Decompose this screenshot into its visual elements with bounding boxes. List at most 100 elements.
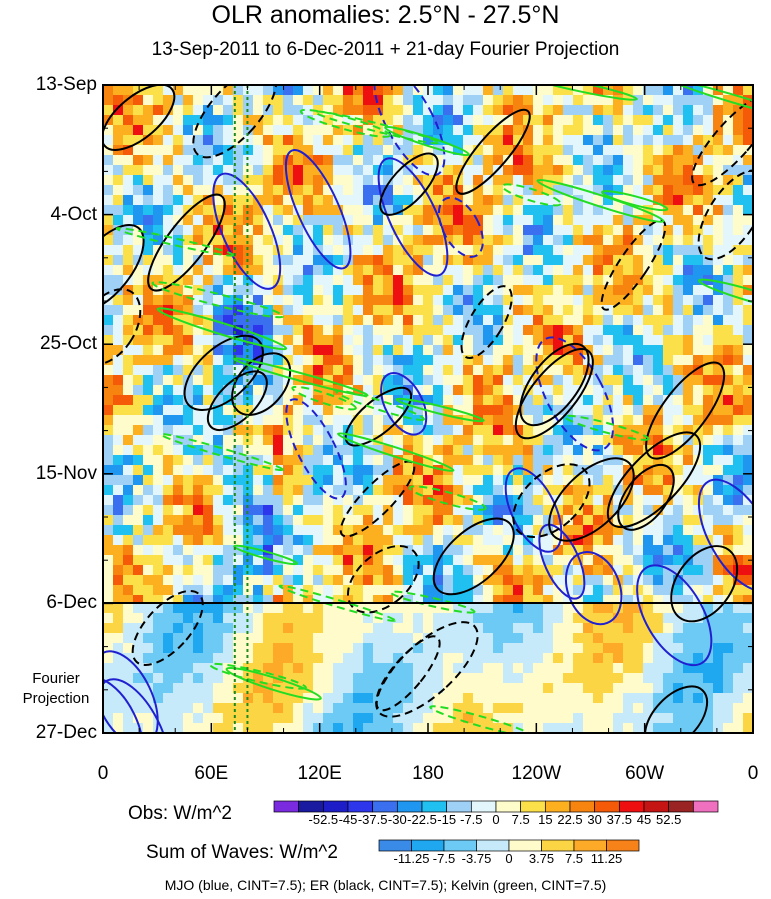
obs-cell [543,575,554,586]
obs-cell [243,565,254,576]
obs-cell [453,305,464,316]
obs-cell [553,455,564,466]
er-contour [375,635,441,712]
obs-cell [213,495,224,506]
projection-cell [273,663,284,674]
obs-cell [203,165,214,176]
obs-cell [213,305,224,316]
obs-cell [263,405,274,416]
obs-cell [423,595,434,603]
obs-cell [413,145,424,156]
obs-cell [233,105,244,116]
projection-cell [373,693,384,704]
projection-cell [103,703,114,714]
obs-cell [413,475,424,486]
projection-cell [593,673,604,684]
obs-cell [393,175,404,186]
obs-cell [533,235,544,246]
projection-cell [533,603,544,614]
obs-cell [203,585,214,596]
obs-cell [503,155,514,166]
obs-cell [613,555,624,566]
obs-cell [303,575,314,586]
projection-cell [373,673,384,684]
obs-cell [543,365,554,376]
obs-cell [253,475,264,486]
obs-cell [223,305,234,316]
obs-cell [193,115,204,126]
obs-cell [533,145,544,156]
obs-cell [113,295,124,306]
obs-cell [703,155,714,166]
obs-cell [693,395,704,406]
obs-cell [673,165,684,176]
projection-cell [543,693,554,704]
obs-cell [133,405,144,416]
obs-cell [533,335,544,346]
obs-cell [113,565,124,576]
obs-cell [253,305,264,316]
obs-cell [563,115,574,126]
obs-cell [243,235,254,246]
obs-cell [513,205,524,216]
obs-cell [473,335,484,346]
obs-cell [303,345,314,356]
obs-cell [713,515,724,526]
obs-cell [213,465,224,476]
obs-cell [583,105,594,116]
obs-cell [293,505,304,516]
projection-cell [243,613,254,624]
obs-cell [153,435,164,446]
obs-cell [493,455,504,466]
obs-cell [393,205,404,216]
obs-cell [153,595,164,603]
obs-cell [703,375,714,386]
obs-cell [333,315,344,326]
obs-cell [173,555,184,566]
obs-cell [323,95,334,106]
obs-cell [373,265,384,276]
obs-cell [263,565,274,576]
obs-cell [193,165,204,176]
obs-cell [413,195,424,206]
projection-cell [323,623,334,634]
obs-cell [353,555,364,566]
projection-cell [473,673,484,684]
obs-cell [283,525,294,536]
kelvin-contour [313,110,440,145]
obs-cell [203,115,214,126]
obs-cell [633,185,644,196]
obs-cell [223,415,234,426]
obs-cell [273,225,284,236]
obs-cell [333,595,344,603]
projection-cell [463,703,474,714]
obs-cell [403,145,414,156]
kelvin-contour [384,125,470,157]
projection-cell [193,713,204,724]
obs-cell [583,505,594,516]
obs-cell [613,445,624,456]
projection-cell [383,663,394,674]
projection-cell [143,623,154,634]
projection-cell [333,603,344,614]
projection-cell [663,673,674,684]
projection-cell [573,623,584,634]
obs-cell [743,405,753,416]
projection-cell [453,683,464,694]
obs-cell [343,165,354,176]
obs-cell [443,585,454,596]
obs-cell [163,555,174,566]
obs-cell [633,295,644,306]
obs-cell [493,175,504,186]
obs-cell [183,475,194,486]
obs-cell [133,95,144,106]
obs-cell [673,465,684,476]
obs-cell [363,585,374,596]
obs-cell [433,185,444,196]
projection-cell [403,683,414,694]
projection-cell [493,703,504,714]
obs-cell [353,495,364,506]
obs-cell [673,535,684,546]
projection-cell [103,613,114,624]
obs-cell [543,335,554,346]
